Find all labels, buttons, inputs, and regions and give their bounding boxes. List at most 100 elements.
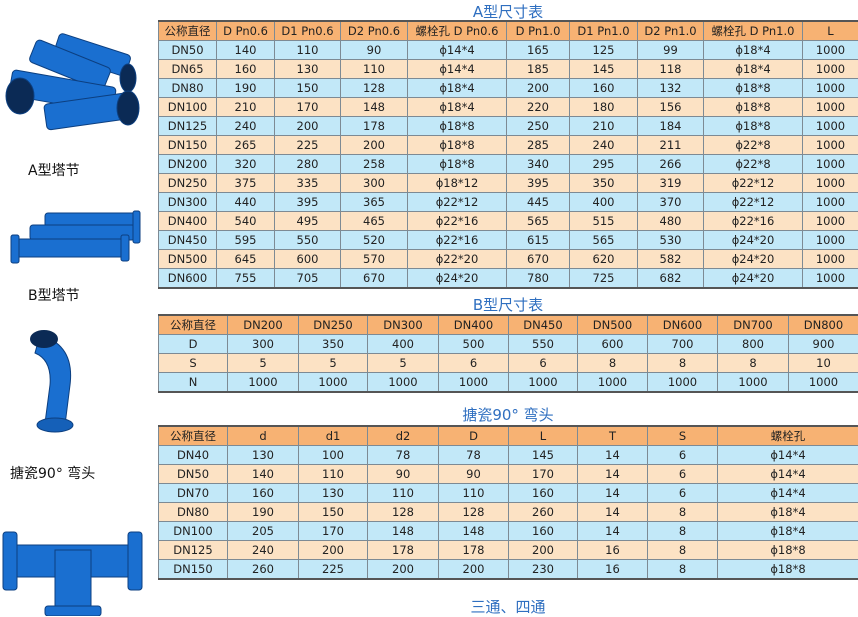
column-header: 公称直径 xyxy=(159,426,228,446)
table-cell: 340 xyxy=(507,155,570,174)
column-header: DN500 xyxy=(578,315,648,335)
tee-cross-title: 三通、四通 xyxy=(158,596,858,617)
table-cell: 780 xyxy=(507,269,570,289)
table-cell: 682 xyxy=(638,269,704,289)
table-cell: 160 xyxy=(228,484,299,503)
table-cell: DN150 xyxy=(159,560,228,580)
table-cell: 125 xyxy=(570,41,638,60)
table-cell: 1000 xyxy=(648,373,718,393)
table-cell: DN300 xyxy=(159,193,217,212)
table-cell: 250 xyxy=(507,117,570,136)
column-header: d xyxy=(228,426,299,446)
table-cell: 620 xyxy=(570,250,638,269)
table-cell: DN50 xyxy=(159,41,217,60)
table-cell: 1000 xyxy=(299,373,368,393)
table-cell: ϕ22*12 xyxy=(704,193,803,212)
column-header: D Pn1.0 xyxy=(507,21,570,41)
table-cell: DN50 xyxy=(159,465,228,484)
table-cell: ϕ18*8 xyxy=(718,560,858,580)
column-header: 螺栓孔 D Pn0.6 xyxy=(408,21,507,41)
table-cell: 145 xyxy=(509,446,578,465)
table-cell: 240 xyxy=(570,136,638,155)
table-cell: 14 xyxy=(578,503,648,522)
table-cell: 350 xyxy=(299,335,368,354)
table-cell: ϕ22*8 xyxy=(704,136,803,155)
table-cell: 320 xyxy=(217,155,275,174)
table-cell: 465 xyxy=(341,212,408,231)
table-cell: ϕ22*16 xyxy=(408,231,507,250)
table-cell: 184 xyxy=(638,117,704,136)
table-cell: DN200 xyxy=(159,155,217,174)
table-cell: ϕ22*20 xyxy=(408,250,507,269)
table-cell: 205 xyxy=(228,522,299,541)
table-cell: 550 xyxy=(275,231,341,250)
table-cell: 700 xyxy=(648,335,718,354)
table-cell: 900 xyxy=(789,335,858,354)
table-cell: 225 xyxy=(275,136,341,155)
table-cell: ϕ18*4 xyxy=(408,98,507,117)
table-cell: ϕ18*8 xyxy=(704,117,803,136)
table-cell: 495 xyxy=(275,212,341,231)
table-cell: 128 xyxy=(439,503,509,522)
table-cell: 1000 xyxy=(803,60,858,79)
table-cell: 260 xyxy=(509,503,578,522)
table-cell: 440 xyxy=(217,193,275,212)
table-cell: 480 xyxy=(638,212,704,231)
table-cell: 110 xyxy=(299,465,368,484)
table-cell: 148 xyxy=(368,522,439,541)
table-cell: ϕ24*20 xyxy=(704,269,803,289)
table-cell: ϕ22*16 xyxy=(408,212,507,231)
table-cell: 90 xyxy=(439,465,509,484)
table-cell: 565 xyxy=(570,231,638,250)
table-cell: 145 xyxy=(570,60,638,79)
table-cell: 400 xyxy=(368,335,439,354)
table-cell: 400 xyxy=(570,193,638,212)
table-cell: 90 xyxy=(341,41,408,60)
table-cell: 110 xyxy=(439,484,509,503)
table-cell: 755 xyxy=(217,269,275,289)
table-cell: 350 xyxy=(570,174,638,193)
table-cell: ϕ22*12 xyxy=(704,174,803,193)
table-cell: 8 xyxy=(648,560,718,580)
table-cell: 14 xyxy=(578,522,648,541)
table-cell: 1000 xyxy=(439,373,509,393)
table-cell: 1000 xyxy=(803,212,858,231)
a-type-label: A型塔节 xyxy=(28,160,80,180)
table-cell: 16 xyxy=(578,560,648,580)
table-cell: 395 xyxy=(275,193,341,212)
table-cell: 210 xyxy=(570,117,638,136)
table-cell: 160 xyxy=(570,79,638,98)
table-b-title: B型尺寸表 xyxy=(158,294,858,315)
table-cell: 99 xyxy=(638,41,704,60)
column-header: L xyxy=(509,426,578,446)
table-cell: 1000 xyxy=(803,98,858,117)
table-cell: ϕ18*4 xyxy=(704,60,803,79)
table-cell: 110 xyxy=(368,484,439,503)
table-cell: 1000 xyxy=(803,117,858,136)
table-cell: 1000 xyxy=(803,155,858,174)
table-cell: 582 xyxy=(638,250,704,269)
table-cell: 8 xyxy=(648,522,718,541)
table-cell: 5 xyxy=(299,354,368,373)
table-cell: ϕ18*4 xyxy=(718,503,858,522)
column-header: 公称直径 xyxy=(159,21,217,41)
table-cell: 225 xyxy=(299,560,368,580)
table-cell: 150 xyxy=(275,79,341,98)
column-header: d2 xyxy=(368,426,439,446)
table-cell: 200 xyxy=(507,79,570,98)
table-cell: 319 xyxy=(638,174,704,193)
table-cell: 211 xyxy=(638,136,704,155)
table-cell: 600 xyxy=(275,250,341,269)
a-type-tower-section-image xyxy=(0,28,150,148)
table-cell: 1000 xyxy=(803,269,858,289)
